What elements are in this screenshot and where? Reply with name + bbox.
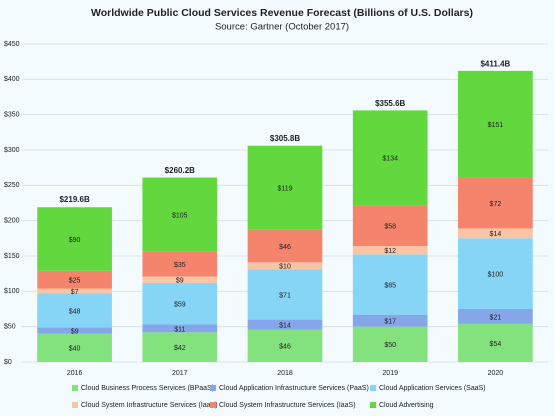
y-tick-label: $250: [4, 182, 20, 189]
data-label: $7: [71, 289, 79, 296]
data-label: $54: [490, 341, 502, 348]
data-label: $59: [174, 302, 186, 309]
data-label: $17: [384, 319, 396, 326]
data-label: $25: [69, 278, 81, 285]
data-label: $58: [384, 223, 396, 230]
y-tick-label: $400: [4, 76, 20, 83]
data-label: $10: [279, 264, 291, 271]
data-label: $12: [384, 248, 396, 255]
bar-segment: [142, 276, 218, 283]
bar-segment: [142, 282, 218, 325]
chart-subtitle: Source: Gartner (October 2017): [215, 22, 349, 33]
legend-label: Cloud Business Process Services (BPaaS): [81, 385, 214, 392]
data-label: $134: [382, 156, 398, 163]
data-label: $85: [384, 282, 396, 289]
legend-swatch: [210, 385, 216, 391]
x-tick-label: 2019: [382, 370, 398, 377]
data-label: $21: [490, 314, 502, 321]
data-label: $71: [279, 292, 291, 299]
data-label: $46: [279, 344, 291, 351]
legend-label: Cloud Application Services (SaaS): [379, 385, 486, 392]
y-tick-label: $50: [4, 324, 16, 331]
bar-segment: [352, 205, 428, 247]
data-label: $100: [488, 272, 504, 279]
bar-segment: [352, 326, 428, 362]
bar-segment: [458, 177, 533, 229]
bar-segment: [352, 110, 428, 206]
data-label: $151: [488, 122, 504, 129]
data-label: $14: [490, 231, 502, 238]
data-label: $119: [277, 186, 292, 193]
legend-swatch: [210, 402, 216, 408]
bar-segment: [247, 319, 323, 330]
data-label: $50: [384, 342, 396, 349]
x-tick-label: 2016: [67, 370, 83, 377]
total-label: $219.6B: [59, 195, 89, 204]
y-tick-label: $350: [4, 112, 20, 119]
legend-label: Cloud Application Infrastructure Service…: [219, 385, 369, 392]
legend-swatch: [72, 402, 78, 408]
bar-segment: [352, 254, 428, 315]
data-label: $46: [279, 244, 291, 251]
bar-segment: [458, 70, 533, 178]
data-label: $72: [490, 201, 502, 208]
bar-segment: [37, 288, 112, 294]
bar-segment: [37, 333, 112, 362]
bar-segment: [37, 207, 112, 271]
chart-title: Worldwide Public Cloud Services Revenue …: [91, 7, 473, 19]
y-tick-label: $300: [4, 147, 20, 154]
bar-segment: [142, 324, 218, 333]
bar-segment: [37, 293, 112, 328]
data-label: $90: [69, 237, 81, 244]
bar-segment: [458, 309, 533, 324]
x-tick-label: 2018: [277, 370, 293, 377]
x-tick-label: 2020: [488, 370, 504, 377]
legend-swatch: [370, 402, 376, 408]
y-tick-label: $200: [4, 218, 20, 225]
data-label: $42: [174, 345, 186, 352]
bar-segment: [247, 229, 323, 263]
data-label: $48: [69, 308, 81, 315]
y-tick-label: $100: [4, 288, 20, 295]
bar-segment: [458, 228, 533, 239]
bar-segment: [352, 314, 428, 327]
total-label: $355.6B: [375, 99, 405, 108]
data-label: $11: [174, 326, 185, 333]
legend-label: Cloud System Infrastructure Services (Ia…: [219, 402, 356, 409]
data-label: $14: [279, 322, 291, 329]
bar-segment: [142, 332, 218, 362]
data-label: $105: [172, 213, 188, 220]
bar-segment: [247, 262, 323, 270]
total-label: $411.4B: [480, 59, 510, 68]
data-label: $35: [174, 262, 186, 269]
y-tick-label: $0: [4, 359, 12, 366]
bar-segment: [247, 269, 323, 320]
total-label: $305.8B: [270, 134, 300, 143]
data-label: $9: [71, 328, 79, 335]
data-label: $40: [69, 346, 81, 353]
bar-segment: [37, 270, 112, 289]
x-tick-label: 2017: [172, 370, 188, 377]
y-tick-label: $450: [4, 41, 20, 48]
bar-segment: [142, 177, 218, 252]
data-label: $9: [176, 278, 184, 285]
bar-segment: [247, 145, 323, 230]
bar-segment: [142, 251, 218, 277]
legend-label: Cloud Advertising: [379, 402, 434, 409]
bar-segment: [352, 246, 428, 255]
legend-swatch: [72, 385, 78, 391]
bar-segment: [37, 327, 112, 334]
bar-segment: [458, 238, 533, 309]
bar-segment: [247, 329, 323, 362]
legend-swatch: [370, 385, 376, 391]
bar-segment: [458, 323, 533, 362]
y-tick-label: $150: [4, 253, 20, 260]
legend-label: Cloud System Infrastructure Services (Ia…: [81, 402, 218, 409]
total-label: $260.2B: [165, 166, 195, 175]
